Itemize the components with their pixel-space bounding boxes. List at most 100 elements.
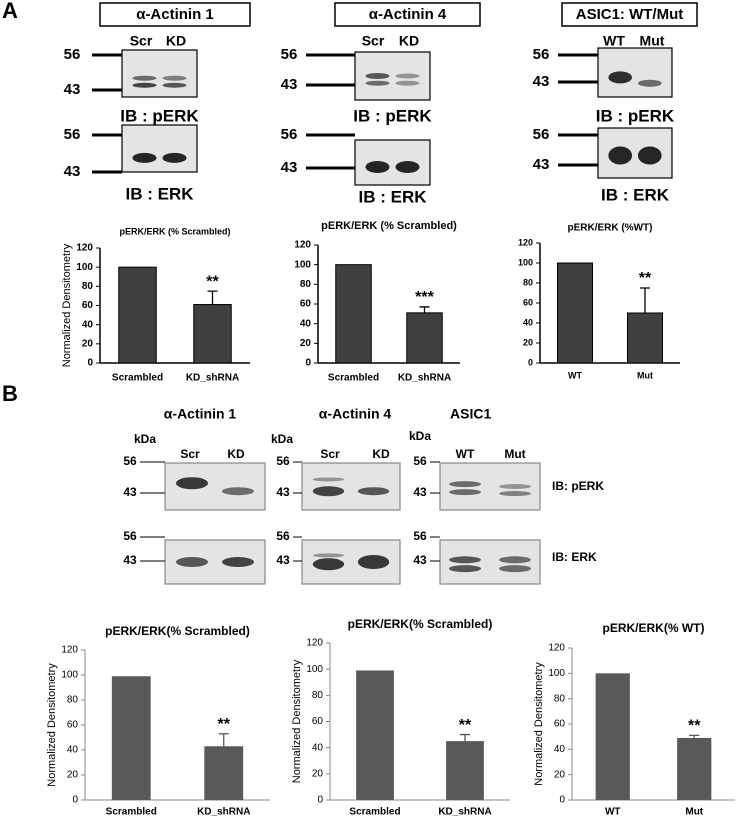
lane-label: WT	[603, 33, 625, 49]
band	[365, 73, 390, 79]
blot	[597, 47, 673, 98]
significance: **	[218, 716, 231, 733]
marker-label: 56	[533, 46, 550, 63]
band	[499, 484, 531, 489]
error-bar	[640, 287, 650, 313]
marker-label: 43	[123, 553, 137, 567]
lane-label: Scr	[180, 447, 200, 461]
significance: **	[459, 717, 472, 734]
y-tick-label: 0	[317, 795, 323, 806]
band	[312, 553, 345, 558]
y-tick-label: 20	[300, 338, 312, 349]
column-title: ASIC1: WT/Mut	[576, 6, 683, 23]
band	[608, 146, 633, 165]
bar	[595, 673, 630, 800]
marker-label: 43	[64, 163, 81, 180]
y-tick-label: 40	[554, 744, 566, 755]
marker-label: 56	[281, 126, 298, 143]
band	[312, 558, 345, 571]
band	[357, 487, 390, 496]
band	[365, 80, 390, 86]
band	[499, 565, 531, 573]
bar	[193, 304, 232, 364]
y-tick-label: 80	[554, 693, 566, 704]
chart-title: pERK/ERK(% WT)	[603, 621, 705, 635]
bar	[677, 737, 712, 800]
blot-label: IB: ERK	[552, 550, 597, 564]
bar	[406, 312, 443, 364]
error-bar	[460, 733, 470, 742]
y-tick-label: 60	[554, 719, 566, 730]
y-tick-label: 120	[76, 243, 93, 254]
marker-label: 43	[413, 485, 427, 499]
error-bar	[207, 290, 218, 305]
band	[222, 487, 254, 496]
y-tick-label: 100	[294, 259, 311, 270]
x-tick-label: Mut	[685, 807, 703, 818]
title-box	[561, 2, 698, 27]
y-tick-label: 40	[300, 318, 312, 329]
y-tick-label: 80	[312, 690, 324, 701]
bar	[627, 312, 663, 364]
band	[162, 75, 187, 81]
x-tick-label: KD_shRNA	[438, 807, 491, 818]
blot-label: IB : pERK	[596, 106, 675, 125]
y-tick-label: 100	[306, 664, 323, 675]
band	[162, 152, 187, 163]
marker-label: 43	[281, 76, 298, 93]
x-tick-label: Scrambled	[349, 807, 400, 818]
band	[449, 565, 481, 573]
band	[499, 491, 531, 497]
band	[357, 555, 390, 569]
y-tick-label: 40	[312, 742, 324, 753]
significance: ***	[415, 289, 434, 306]
lane-label: KD	[166, 33, 186, 49]
blot-label: IB : ERK	[359, 187, 428, 206]
y-tick-label: 0	[72, 795, 78, 806]
blot	[121, 49, 198, 98]
lane-label: KD	[227, 447, 245, 461]
y-tick-label: 100	[548, 668, 565, 679]
significance: **	[206, 273, 219, 290]
bar	[356, 670, 394, 800]
y-tick-label: 0	[305, 358, 311, 369]
y-tick-label: 80	[523, 277, 533, 287]
band	[312, 477, 345, 482]
x-tick-label: WT	[605, 807, 621, 818]
y-tick-label: 60	[67, 720, 79, 731]
marker-label: 56	[123, 454, 137, 468]
marker-label: 56	[123, 529, 137, 543]
y-tick-label: 100	[76, 262, 93, 273]
column-title: α-Actinin 4	[319, 406, 392, 422]
chart-title: pERK/ERK(% Scrambled)	[105, 624, 250, 638]
unit-label: kDa	[134, 432, 156, 446]
band	[395, 73, 420, 79]
y-tick-label: 40	[82, 319, 94, 330]
y-tick-label: 60	[523, 297, 533, 307]
y-axis-label: Normalized Densitometry	[533, 662, 545, 786]
panel-label: A	[2, 0, 18, 23]
chart-title: pERK/ERK(% Scrambled)	[348, 617, 493, 631]
marker-label: 56	[64, 46, 81, 63]
lane-label: WT	[456, 447, 475, 461]
y-tick-label: 80	[300, 279, 312, 290]
title-box	[99, 2, 251, 27]
y-tick-label: 0	[528, 357, 533, 367]
column-title: ASIC1	[450, 406, 491, 422]
y-tick-label: 20	[312, 768, 324, 779]
marker-label: 56	[276, 529, 290, 543]
chart-title: pERK/ERK (% Scrambled)	[119, 226, 230, 236]
y-tick-label: 80	[67, 695, 79, 706]
band	[365, 161, 390, 173]
y-tick-label: 100	[518, 257, 533, 267]
chart-title: pERK/ERK (%WT)	[568, 223, 653, 234]
band	[637, 79, 662, 87]
column-title: α-Actinin 1	[136, 6, 214, 23]
x-tick-label: Scrambled	[106, 807, 157, 818]
x-tick-label: Mut	[637, 370, 653, 380]
y-tick-label: 0	[87, 358, 93, 369]
unit-label: kDa	[409, 429, 431, 443]
x-tick-label: WT	[568, 370, 582, 380]
marker-label: 56	[281, 46, 298, 63]
unit-label: kDa	[271, 432, 293, 446]
